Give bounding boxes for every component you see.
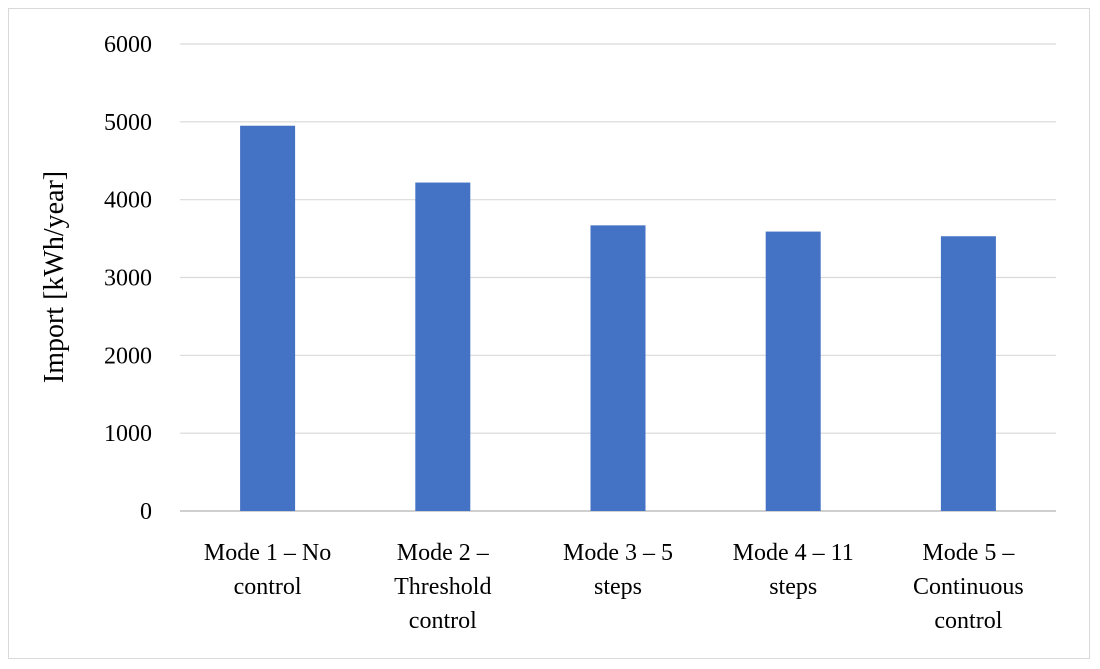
x-category-label: Mode 3 – 5 steps	[563, 540, 673, 600]
x-category-label-line: control	[934, 608, 1002, 634]
bar	[415, 182, 471, 511]
x-category-label-line: Mode 4 – 11	[733, 540, 854, 566]
x-category-label-line: Threshold	[394, 574, 491, 600]
y-axis-title: Import [kWh/year]	[39, 171, 70, 383]
x-category-label-line: Mode 5 –	[922, 540, 1015, 566]
bar	[765, 231, 821, 511]
x-category-label-line: steps	[594, 574, 642, 600]
x-category-label-line: steps	[769, 574, 817, 600]
y-axis-ticks: 0 1000 2000 3000 4000 5000 6000	[104, 32, 152, 525]
y-tick-label: 6000	[104, 32, 152, 58]
x-category-label-line: Mode 1 – No	[204, 540, 331, 566]
y-tick-label: 0	[140, 499, 152, 525]
x-axis-labels: Mode 1 – No control Mode 2 – Threshold contr…	[204, 540, 1024, 634]
x-category-label-line: Mode 3 – 5	[563, 540, 673, 566]
x-category-label: Mode 4 – 11 steps	[733, 540, 854, 600]
x-category-label-line: Continuous	[913, 574, 1024, 600]
bar	[590, 225, 646, 511]
bar	[940, 236, 996, 511]
y-tick-label: 5000	[104, 110, 152, 136]
chart-frame	[8, 8, 1090, 659]
x-category-label: Mode 5 – Continuous control	[913, 540, 1024, 634]
x-category-label-line: control	[234, 574, 302, 600]
gridlines	[180, 43, 1056, 512]
x-category-label: Mode 1 – No control	[204, 540, 331, 600]
x-category-label: Mode 2 – Threshold control	[394, 540, 491, 634]
bar	[240, 125, 296, 511]
y-tick-label: 2000	[104, 343, 152, 369]
y-tick-label: 4000	[104, 188, 152, 214]
bars	[240, 125, 996, 511]
y-tick-label: 1000	[104, 421, 152, 447]
x-category-label-line: control	[409, 608, 477, 634]
y-tick-label: 3000	[104, 266, 152, 292]
x-category-label-line: Mode 2 –	[397, 540, 490, 566]
